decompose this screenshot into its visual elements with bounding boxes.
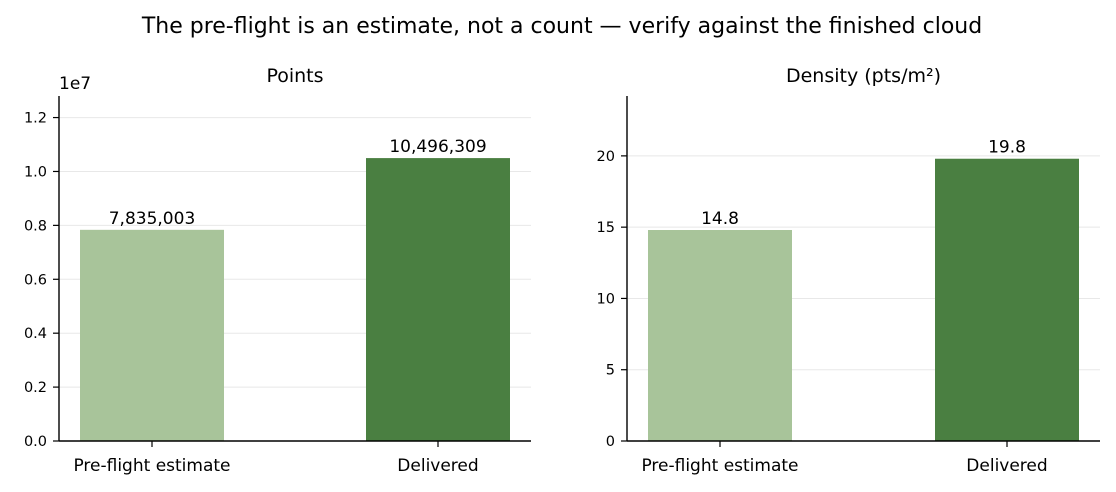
axis-offset-text: 1e7 — [59, 74, 91, 94]
chart-title: Density (pts/m²) — [786, 65, 941, 87]
x-tick-label: Pre-flight estimate — [73, 456, 230, 476]
y-tick-label: 0.0 — [24, 434, 47, 450]
y-tick-label: 0.8 — [24, 218, 47, 234]
y-tick-label: 0 — [606, 434, 615, 450]
bar-value-label: 14.8 — [701, 209, 739, 229]
x-tick-label: Pre-flight estimate — [641, 456, 798, 476]
chart-title: Points — [266, 65, 323, 87]
y-tick-label: 0.6 — [24, 272, 47, 288]
y-tick-label: 1.0 — [24, 164, 47, 180]
bar — [648, 230, 792, 441]
bar-value-label: 10,496,309 — [389, 137, 486, 157]
y-tick-label: 20 — [597, 149, 615, 165]
points-chart: 0.0 0.2 0.4 0.6 0.8 1.0 1.2 7,835,003 Pre-flight… — [24, 65, 531, 476]
y-tick-label: 15 — [597, 220, 615, 236]
x-tick-label: Delivered — [966, 456, 1047, 476]
y-tick-label: 1.2 — [24, 111, 47, 127]
bar-value-label: 19.8 — [988, 138, 1026, 158]
x-tick-label: Delivered — [397, 456, 478, 476]
y-tick-label: 5 — [606, 363, 615, 379]
bar — [935, 158, 1079, 441]
bar — [80, 229, 224, 441]
y-tick-label: 0.4 — [24, 326, 47, 342]
figure-title: The pre-flight is an estimate, not a cou… — [141, 14, 982, 39]
bar-value-label: 7,835,003 — [109, 209, 196, 229]
y-tick-label: 0.2 — [24, 380, 47, 396]
y-tick-label: 10 — [597, 291, 615, 307]
bar — [366, 158, 510, 441]
density-chart: 0 5 10 15 20 14.8 Pre-flight estimate 19.8 Deliv… — [597, 65, 1100, 476]
